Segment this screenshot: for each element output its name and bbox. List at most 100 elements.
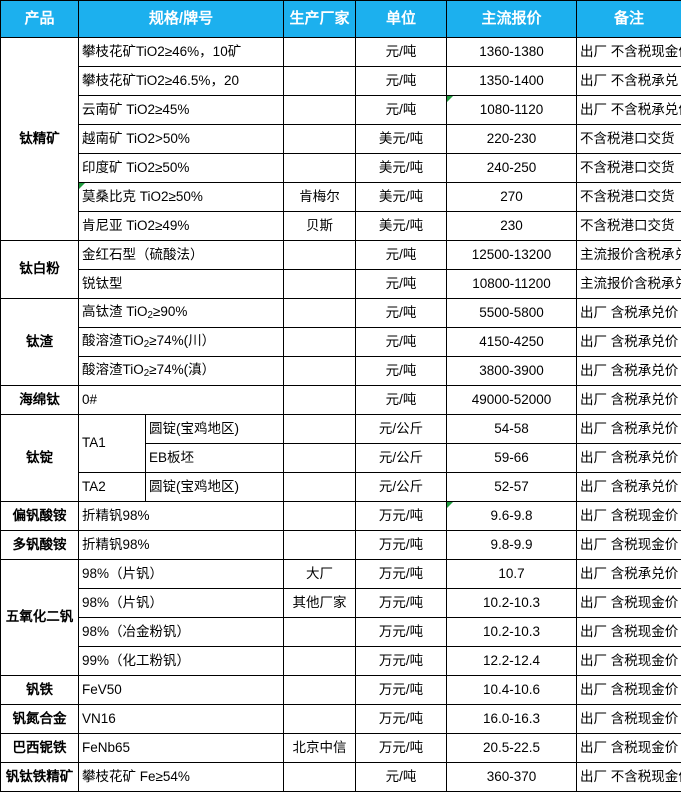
manufacturer-cell [284, 270, 356, 299]
spec-cell: FeV50 [79, 676, 284, 705]
price-cell: 10.7 [447, 560, 577, 589]
header-row: 产品 规格/牌号 生产厂家 单位 主流报价 备注 [1, 1, 681, 38]
remark-cell: 出厂 含税现金价 [577, 676, 681, 705]
price-cell: 12.2-12.4 [447, 647, 577, 676]
remark-cell: 不含税港口交货 [577, 125, 681, 154]
manufacturer-cell [284, 67, 356, 96]
unit-cell: 万元/吨 [356, 647, 447, 676]
manufacturer-cell [284, 38, 356, 67]
spec-cell: 攀枝花矿 Fe≥54% [79, 763, 284, 792]
spec-cell: 肯尼亚 TiO2≥49% [79, 212, 284, 241]
price-cell: 20.5-22.5 [447, 734, 577, 763]
unit-cell: 万元/吨 [356, 589, 447, 618]
spec-cell: 折精钒98% [79, 502, 284, 531]
unit-cell: 元/吨 [356, 241, 447, 270]
spec-cell: 圆锭(宝鸡地区) [146, 415, 284, 444]
spec-cell: 莫桑比克 TiO2≥50% [79, 183, 284, 212]
remark-cell: 出厂 含税承兑价 [577, 444, 681, 473]
manufacturer-cell [284, 473, 356, 502]
spec-cell: 98%（片钒） [79, 589, 284, 618]
column-header-product: 产品 [1, 1, 79, 38]
product-name-cell: 钒铁 [1, 676, 79, 705]
price-cell: 3800-3900 [447, 357, 577, 386]
spec-cell: 云南矿 TiO2≥45% [79, 96, 284, 125]
column-header-manufacturer: 生产厂家 [284, 1, 356, 38]
spec-cell: EB板坯 [146, 444, 284, 473]
remark-cell: 出厂 不含税承兑 [577, 67, 681, 96]
remark-cell: 出厂 含税承兑价 [577, 473, 681, 502]
remark-cell: 出厂 含税承兑价 [577, 560, 681, 589]
manufacturer-cell [284, 763, 356, 792]
column-header-unit: 单位 [356, 1, 447, 38]
spec-cell: 金红石型（硫酸法） [79, 241, 284, 270]
unit-cell: 元/公斤 [356, 444, 447, 473]
manufacturer-cell [284, 357, 356, 386]
unit-cell: 元/吨 [356, 357, 447, 386]
manufacturer-cell [284, 502, 356, 531]
unit-cell: 元/吨 [356, 96, 447, 125]
spec-cell: 折精钒98% [79, 531, 284, 560]
product-name-cell: 钛精矿 [1, 38, 79, 241]
manufacturer-cell: 贝斯 [284, 212, 356, 241]
remark-cell: 出厂 不含税现金价 [577, 38, 681, 67]
manufacturer-cell [284, 125, 356, 154]
manufacturer-cell [284, 96, 356, 125]
spec-cell: 99%（化工粉钒） [79, 647, 284, 676]
price-cell: 220-230 [447, 125, 577, 154]
price-cell: 230 [447, 212, 577, 241]
spec-cell: 0# [79, 386, 284, 415]
remark-cell: 不含税港口交货 [577, 154, 681, 183]
unit-cell: 万元/吨 [356, 531, 447, 560]
spec-cell: 酸溶渣TiO2≥74%(川） [79, 328, 284, 357]
remark-cell: 出厂 含税现金价 [577, 589, 681, 618]
manufacturer-cell [284, 154, 356, 183]
manufacturer-cell [284, 386, 356, 415]
price-cell: 4150-4250 [447, 328, 577, 357]
spec-cell: 印度矿 TiO2≥50% [79, 154, 284, 183]
remark-cell: 出厂 含税现金价 [577, 618, 681, 647]
product-name-cell: 多钒酸铵 [1, 531, 79, 560]
remark-cell: 出厂 含税现金价 [577, 531, 681, 560]
unit-cell: 元/吨 [356, 299, 447, 328]
unit-cell: 万元/吨 [356, 618, 447, 647]
remark-cell: 出厂 含税承兑价 [577, 357, 681, 386]
remark-cell: 主流报价含税承兑 [577, 270, 681, 299]
spec-cell: VN16 [79, 705, 284, 734]
spec-cell: 酸溶渣TiO2≥74%(滇） [79, 357, 284, 386]
price-cell: 1360-1380 [447, 38, 577, 67]
price-cell: 12500-13200 [447, 241, 577, 270]
remark-cell: 出厂 不含税承兑价 [577, 96, 681, 125]
manufacturer-cell: 大厂 [284, 560, 356, 589]
table-header: 产品 规格/牌号 生产厂家 单位 主流报价 备注 [1, 1, 681, 38]
remark-cell: 出厂 含税现金价 [577, 734, 681, 763]
grade-cell: TA1 [79, 415, 146, 473]
manufacturer-cell [284, 444, 356, 473]
price-cell: 10.4-10.6 [447, 676, 577, 705]
price-cell: 5500-5800 [447, 299, 577, 328]
price-cell: 1080-1120 [447, 96, 577, 125]
unit-cell: 美元/吨 [356, 125, 447, 154]
spec-cell: 攀枝花矿TiO2≥46%，10矿 [79, 38, 284, 67]
manufacturer-cell [284, 328, 356, 357]
product-name-cell: 钛渣 [1, 299, 79, 386]
unit-cell: 万元/吨 [356, 502, 447, 531]
product-name-cell: 巴西铌铁 [1, 734, 79, 763]
